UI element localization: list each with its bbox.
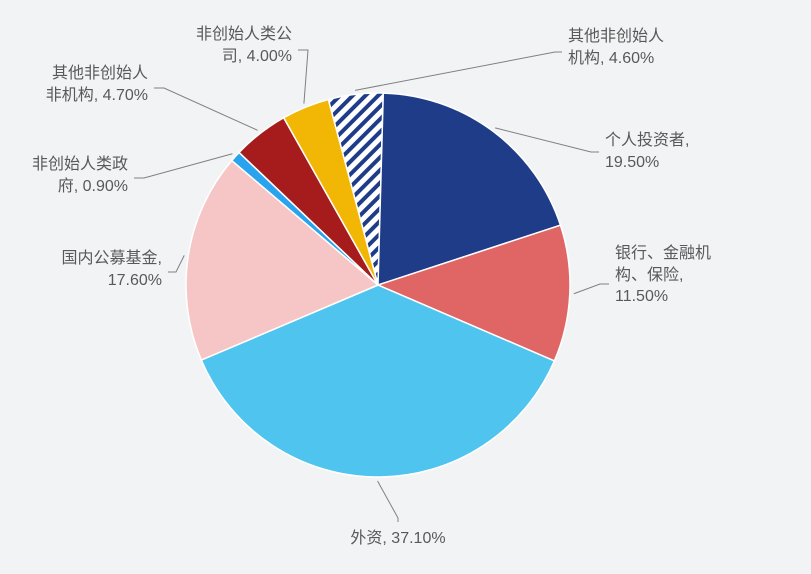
pie-chart-container: 其他非创始人机构, 4.60%个人投资者,19.50%银行、金融机构、保险,11… bbox=[0, 0, 811, 574]
pie-chart-svg bbox=[0, 0, 811, 574]
leader-line-foreign-capital bbox=[378, 481, 398, 522]
leader-line-other-non-founder-non-inst bbox=[154, 88, 258, 130]
leader-line-other-non-founder-inst bbox=[355, 52, 562, 90]
leader-line-domestic-public-fund bbox=[168, 255, 184, 272]
leader-line-nonfounder-government bbox=[134, 154, 232, 178]
leader-line-bank-financial-insurance bbox=[574, 284, 609, 294]
leader-line-nonfounder-company bbox=[298, 50, 308, 104]
pie-slices bbox=[186, 93, 570, 477]
